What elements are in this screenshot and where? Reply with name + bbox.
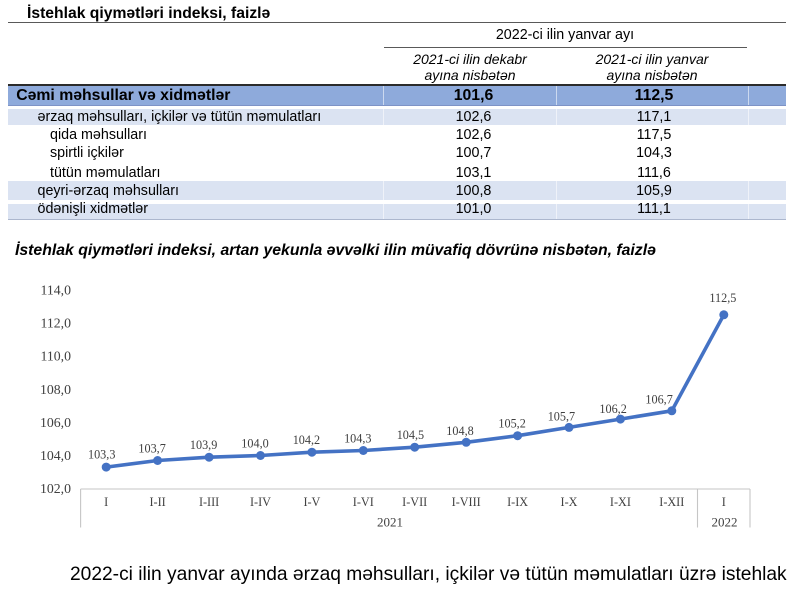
svg-text:I-III: I-III [199, 495, 219, 509]
svg-text:104,0: 104,0 [40, 448, 71, 463]
svg-text:2021: 2021 [377, 514, 403, 529]
svg-text:I-VIII: I-VIII [452, 495, 481, 509]
svg-text:104,2: 104,2 [293, 433, 320, 447]
svg-text:106,7: 106,7 [645, 392, 672, 406]
svg-text:I-V: I-V [303, 495, 320, 509]
svg-text:103,9: 103,9 [190, 438, 217, 452]
svg-text:112,0: 112,0 [40, 316, 71, 331]
svg-text:105,2: 105,2 [498, 417, 525, 431]
svg-text:I: I [722, 495, 726, 509]
svg-text:I-IX: I-IX [507, 495, 528, 509]
svg-text:I-XI: I-XI [610, 495, 631, 509]
svg-text:102,0: 102,0 [40, 481, 71, 496]
svg-text:I-XII: I-XII [659, 495, 684, 509]
svg-text:104,8: 104,8 [446, 424, 473, 438]
svg-text:I-II: I-II [149, 495, 165, 509]
svg-text:103,7: 103,7 [138, 442, 165, 456]
svg-text:108,0: 108,0 [40, 382, 71, 397]
svg-text:I-VII: I-VII [402, 495, 427, 509]
svg-text:104,0: 104,0 [241, 437, 268, 451]
svg-text:104,5: 104,5 [397, 428, 424, 442]
svg-text:105,7: 105,7 [548, 409, 575, 423]
svg-text:106,0: 106,0 [40, 415, 71, 430]
svg-text:I-X: I-X [561, 495, 578, 509]
svg-text:103,3: 103,3 [88, 447, 115, 461]
svg-text:I: I [104, 495, 108, 509]
svg-text:2022: 2022 [712, 514, 738, 529]
svg-text:104,3: 104,3 [344, 432, 371, 446]
svg-text:I-IV: I-IV [250, 495, 271, 509]
svg-text:110,0: 110,0 [40, 349, 71, 364]
svg-text:I-VI: I-VI [353, 495, 374, 509]
svg-text:106,2: 106,2 [599, 402, 626, 416]
svg-text:112,5: 112,5 [709, 291, 736, 305]
svg-text:114,0: 114,0 [40, 283, 71, 298]
